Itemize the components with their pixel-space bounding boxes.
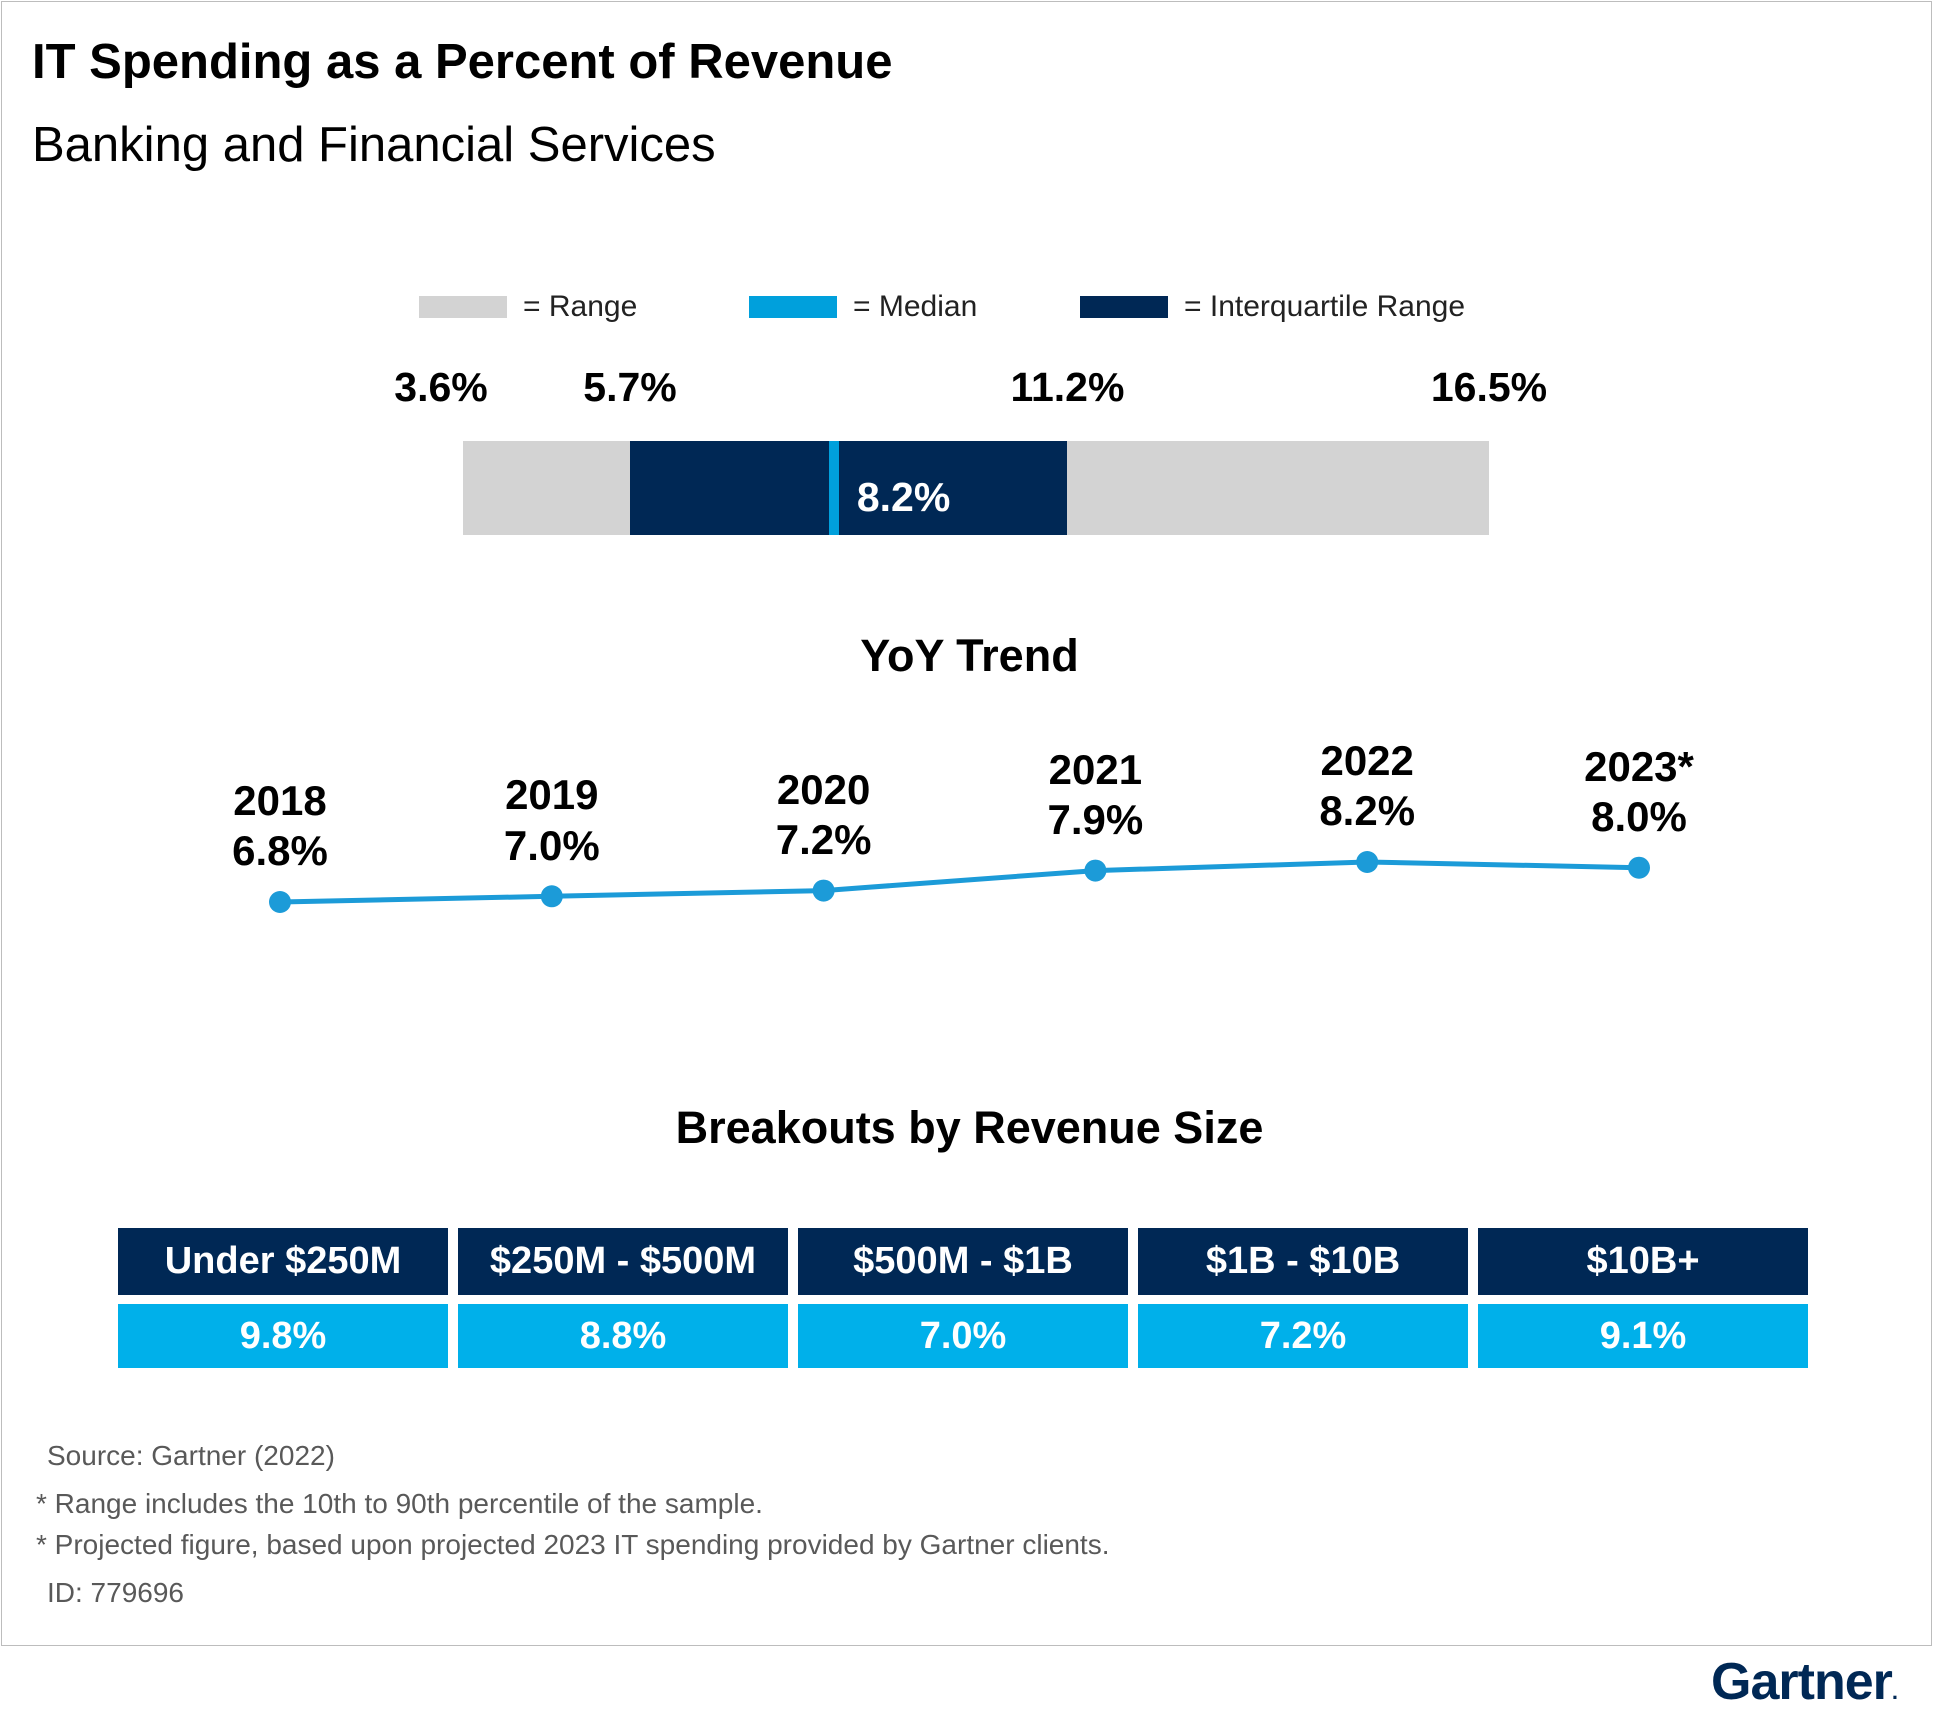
footnote-range: * Range includes the 10th to 90th percen… bbox=[36, 1488, 763, 1519]
trend-year-label: 2019 bbox=[505, 771, 599, 819]
logo-text: Gartner bbox=[1711, 1653, 1893, 1711]
median-label: 8.2% bbox=[856, 474, 951, 520]
breakout-value: 9.8% bbox=[118, 1304, 448, 1368]
logo-mark: . bbox=[1891, 1679, 1898, 1704]
gartner-logo: Gartner. bbox=[1711, 1652, 1898, 1712]
trend-value-label: 6.8% bbox=[232, 827, 328, 875]
breakout-column: $500M - $1B 7.0% bbox=[798, 1228, 1128, 1368]
legend-median-swatch bbox=[749, 296, 837, 318]
range-max-label: 16.5% bbox=[1430, 364, 1548, 410]
trend-value-label: 8.0% bbox=[1591, 793, 1687, 841]
breakout-column: $250M - $500M 8.8% bbox=[458, 1228, 788, 1368]
trend-point-label: 2022 8.2% bbox=[1319, 736, 1415, 837]
interquartile-bar bbox=[630, 441, 1068, 535]
trend-point-2023 bbox=[1628, 856, 1650, 879]
trend-year-label: 2018 bbox=[233, 777, 327, 824]
trend-point-2018 bbox=[269, 891, 291, 913]
trend-point-label: 2019 7.0% bbox=[504, 770, 600, 871]
trend-value-label: 8.2% bbox=[1319, 787, 1416, 835]
breakout-header: $250M - $500M bbox=[458, 1228, 788, 1295]
trend-line bbox=[279, 859, 1640, 905]
breakout-value: 8.8% bbox=[458, 1304, 788, 1368]
legend-median-label: = Median bbox=[853, 290, 978, 323]
legend-range: = Range bbox=[419, 287, 637, 327]
trend-point-2020 bbox=[812, 879, 835, 902]
breakout-column: $1B - $10B 7.2% bbox=[1138, 1228, 1468, 1368]
legend-iqr-swatch bbox=[1080, 296, 1168, 318]
trend-value-label: 7.0% bbox=[503, 821, 600, 869]
legend-range-label: = Range bbox=[523, 290, 638, 323]
trend-point-label: 2018 6.8% bbox=[232, 776, 328, 877]
trend-point-2019 bbox=[540, 885, 563, 908]
trend-value-label: 7.2% bbox=[775, 815, 872, 863]
range-q1-label: 5.7% bbox=[583, 364, 677, 410]
trend-year-label: 2022 bbox=[1320, 737, 1414, 784]
range-min-label: 3.6% bbox=[394, 364, 488, 410]
legend-range-swatch bbox=[419, 296, 507, 318]
breakout-header: $1B - $10B bbox=[1138, 1228, 1468, 1295]
breakout-table: Under $250M 9.8% $250M - $500M 8.8% $500M - … bbox=[118, 1228, 1808, 1368]
breakout-column: Under $250M 9.8% bbox=[118, 1228, 448, 1368]
report-id: ID: 779696 bbox=[47, 1577, 184, 1608]
breakout-header: $10B+ bbox=[1478, 1228, 1808, 1295]
trend-point-label: 2021 7.9% bbox=[1048, 745, 1144, 846]
chart-title: IT Spending as a Percent of Revenue bbox=[32, 35, 893, 89]
chart-frame: IT Spending as a Percent of Revenue Bank… bbox=[1, 1, 1932, 1646]
range-q3-label: 11.2% bbox=[1010, 364, 1125, 410]
median-marker bbox=[828, 441, 839, 535]
legend-iqr-label: = Interquartile Range bbox=[1184, 290, 1466, 323]
trend-year-label: 2020 bbox=[776, 765, 871, 813]
footnote-projected: * Projected figure, based upon projected… bbox=[36, 1529, 1110, 1560]
trend-point-label: 2023* 8.0% bbox=[1584, 742, 1694, 843]
trend-point-2021 bbox=[1084, 859, 1107, 882]
chart-subtitle: Banking and Financial Services bbox=[32, 118, 716, 172]
breakout-header: $500M - $1B bbox=[798, 1228, 1128, 1295]
source-note: Source: Gartner (2022) bbox=[47, 1440, 335, 1471]
legend-median: = Median bbox=[749, 287, 977, 327]
trend-year-label: 2023* bbox=[1584, 742, 1694, 790]
breakout-title: Breakouts by Revenue Size bbox=[675, 1102, 1264, 1153]
breakout-value: 9.1% bbox=[1478, 1304, 1808, 1368]
trend-year-label: 2021 bbox=[1048, 745, 1143, 793]
breakout-column: $10B+ 9.1% bbox=[1478, 1228, 1808, 1368]
legend-iqr: = Interquartile Range bbox=[1080, 287, 1465, 327]
breakout-header: Under $250M bbox=[118, 1228, 448, 1295]
trend-value-label: 7.9% bbox=[1047, 795, 1144, 843]
breakout-value: 7.2% bbox=[1138, 1304, 1468, 1368]
trend-point-label: 2020 7.2% bbox=[776, 765, 872, 866]
breakout-value: 7.0% bbox=[798, 1304, 1128, 1368]
trend-point-2022 bbox=[1356, 851, 1379, 873]
trend-title: YoY Trend bbox=[860, 630, 1079, 681]
trend-line-chart bbox=[269, 851, 1650, 913]
